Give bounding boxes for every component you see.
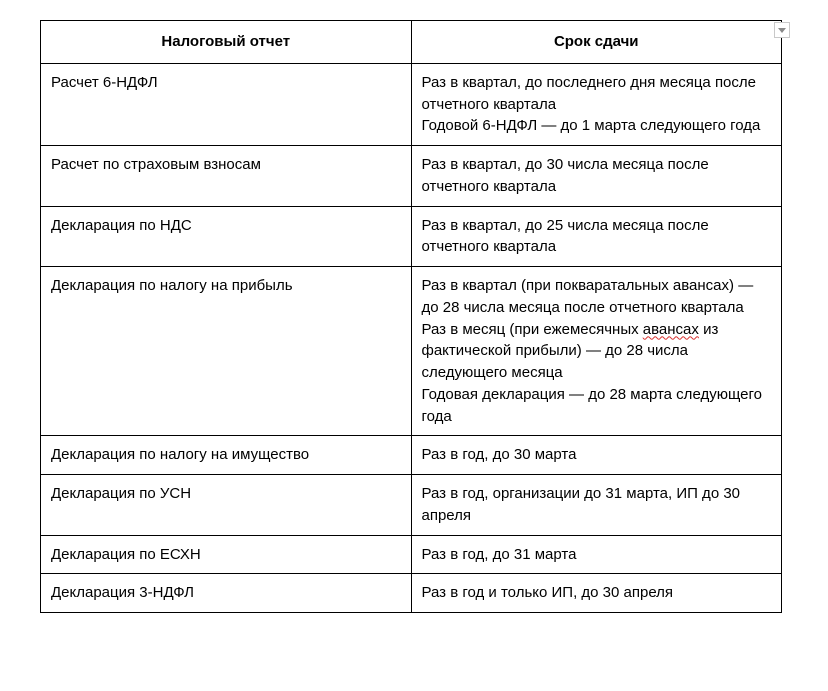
table-options-handle[interactable] (774, 22, 790, 38)
table-row: Декларация по НДС Раз в квартал, до 25 ч… (41, 206, 782, 267)
cell-report: Декларация по ЕСХН (41, 535, 412, 574)
cell-deadline: Раз в год и только ИП, до 30 апреля (411, 574, 782, 613)
cell-report: Декларация по НДС (41, 206, 412, 267)
table-header-row: Налоговый отчет Срок сдачи (41, 21, 782, 64)
cell-report: Расчет 6-НДФЛ (41, 63, 412, 145)
cell-deadline: Раз в год, до 31 марта (411, 535, 782, 574)
table-row: Декларация по налогу на имущество Раз в … (41, 436, 782, 475)
cell-report: Декларация по налогу на имущество (41, 436, 412, 475)
cell-report: Декларация по УСН (41, 475, 412, 536)
tax-report-table-wrap: Налоговый отчет Срок сдачи Расчет 6-НДФЛ… (40, 20, 788, 613)
cell-deadline: Раз в квартал, до 30 числа месяца после … (411, 146, 782, 207)
chevron-down-icon (778, 28, 786, 33)
table-row: Декларация по ЕСХН Раз в год, до 31 март… (41, 535, 782, 574)
cell-deadline: Раз в квартал, до 25 числа месяца после … (411, 206, 782, 267)
cell-deadline: Раз в квартал, до последнего дня месяца … (411, 63, 782, 145)
cell-deadline: Раз в год, организации до 31 марта, ИП д… (411, 475, 782, 536)
table-row: Декларация по налогу на прибыль Раз в кв… (41, 267, 782, 436)
cell-deadline: Раз в квартал (при покваратальных аванса… (411, 267, 782, 436)
cell-report: Декларация 3-НДФЛ (41, 574, 412, 613)
cell-deadline: Раз в год, до 30 марта (411, 436, 782, 475)
col-header-report: Налоговый отчет (41, 21, 412, 64)
spellcheck-word: авансах (643, 321, 699, 338)
table-row: Декларация по УСН Раз в год, организации… (41, 475, 782, 536)
table-row: Расчет 6-НДФЛ Раз в квартал, до последне… (41, 63, 782, 145)
tax-report-table: Налоговый отчет Срок сдачи Расчет 6-НДФЛ… (40, 20, 782, 613)
cell-report: Декларация по налогу на прибыль (41, 267, 412, 436)
table-row: Расчет по страховым взносам Раз в кварта… (41, 146, 782, 207)
cell-report: Расчет по страховым взносам (41, 146, 412, 207)
col-header-deadline: Срок сдачи (411, 21, 782, 64)
table-row: Декларация 3-НДФЛ Раз в год и только ИП,… (41, 574, 782, 613)
